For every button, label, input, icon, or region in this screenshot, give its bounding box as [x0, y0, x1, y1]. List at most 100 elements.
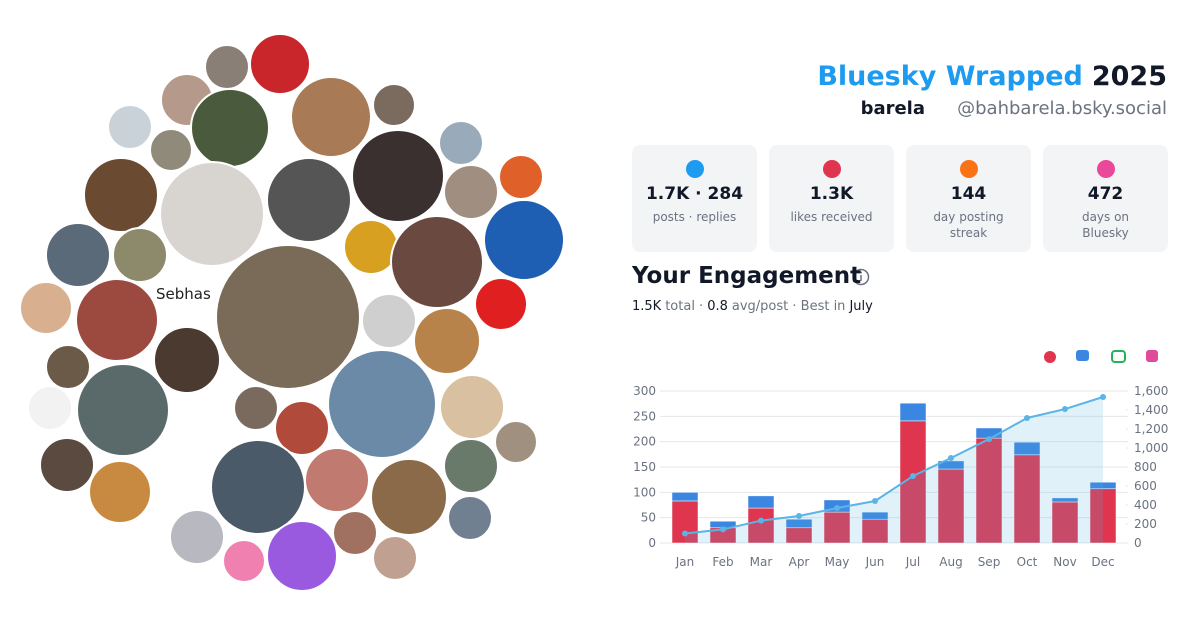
avatar [204, 44, 250, 90]
line-point [1024, 414, 1030, 421]
avatar [19, 281, 73, 335]
line-point [1062, 406, 1068, 413]
avatar [45, 344, 91, 390]
line-point [872, 498, 878, 505]
y2-tick-label: 400 [1134, 498, 1157, 512]
avatar [494, 420, 538, 464]
legend-quote [1146, 350, 1158, 362]
y-tick-label: 0 [648, 536, 656, 550]
y2-tick-label: 1,000 [1134, 441, 1168, 455]
bar-segment [899, 402, 927, 422]
legend-like [1044, 351, 1056, 363]
y2-tick-label: 1,400 [1134, 403, 1168, 417]
bar-segment [671, 492, 699, 502]
avatar [233, 385, 279, 431]
bar-segment [747, 495, 775, 509]
avatar [483, 199, 565, 281]
avg-label: avg/post · Best in [731, 299, 846, 314]
title: Bluesky Wrapped 2025 [817, 61, 1167, 92]
avatar [361, 293, 417, 349]
avatar [413, 307, 481, 375]
bar-segment [1089, 481, 1117, 490]
avatar [474, 277, 528, 331]
stat-value: 472 [1087, 184, 1124, 204]
y2-tick-label: 0 [1134, 536, 1142, 550]
legend-reply [1076, 350, 1089, 361]
avatar [190, 88, 270, 168]
total-label: total · [665, 299, 704, 314]
avatar [327, 349, 437, 459]
avatar [27, 385, 73, 431]
avatar [153, 326, 221, 394]
section-title: Your Engagement [632, 263, 862, 289]
x-tick-label: Dec [1091, 555, 1114, 569]
line-point [720, 526, 726, 533]
stat-card: 144 day posting streak [906, 145, 1031, 252]
y2-tick-label: 1,600 [1134, 384, 1168, 398]
avatar [149, 128, 193, 172]
y-tick-label: 150 [633, 460, 656, 474]
y-tick-label: 200 [633, 435, 656, 449]
stat-card: 1.7K · 284 posts · replies [632, 145, 757, 252]
line-point [758, 517, 764, 524]
avatar [443, 438, 499, 494]
x-tick-label: Oct [1017, 555, 1038, 569]
stat-value: 1.7K · 284 [645, 184, 744, 204]
avatar [266, 520, 338, 592]
y2-tick-label: 1,200 [1134, 422, 1168, 436]
avatar [304, 447, 370, 513]
avatar [290, 76, 372, 158]
avatar [438, 120, 484, 166]
avatar [370, 458, 448, 536]
y2-tick-label: 200 [1134, 517, 1157, 531]
bar-segment [785, 518, 813, 529]
avatar [169, 509, 225, 565]
x-tick-label: Mar [750, 555, 773, 569]
avatar [215, 244, 361, 390]
avatar [447, 495, 493, 541]
x-tick-label: Jul [905, 555, 920, 569]
line [684, 396, 1104, 535]
avatar [39, 437, 95, 493]
stat-card: 472 days on Bluesky [1043, 145, 1168, 252]
y-tick-label: 100 [633, 485, 656, 499]
x-tick-label: Nov [1053, 555, 1076, 569]
line-point [910, 473, 916, 480]
x-tick-label: Jun [865, 555, 885, 569]
line-point [1100, 393, 1106, 400]
bar-segment [1013, 441, 1041, 456]
avatar [372, 535, 418, 581]
avatar [266, 157, 352, 243]
y2-tick-label: 800 [1134, 460, 1157, 474]
x-tick-label: Feb [712, 555, 733, 569]
bar-segment [671, 500, 699, 544]
stat-label: days on Bluesky [1081, 210, 1130, 240]
bar-segment [823, 511, 851, 544]
stat-value: 1.3K [809, 184, 854, 204]
x-tick-label: Sep [978, 555, 1001, 569]
avatar [107, 104, 153, 150]
line-point [986, 436, 992, 443]
avatar [45, 222, 111, 288]
avatar [390, 215, 484, 309]
avatar [171, 396, 233, 458]
best-month: July [849, 299, 873, 314]
bar-segment [861, 511, 889, 520]
avatar [498, 154, 544, 200]
stat-label: likes received [790, 210, 873, 224]
y-tick-label: 300 [633, 384, 656, 398]
line-point [796, 513, 802, 520]
avatar [274, 400, 330, 456]
x-tick-label: Apr [789, 555, 810, 569]
title-main: Bluesky Wrapped [817, 61, 1083, 92]
avatar [332, 510, 378, 556]
line-area [685, 396, 1103, 543]
line-point [834, 505, 840, 512]
stat-label: posts · replies [652, 210, 737, 224]
y-tick-label: 50 [641, 511, 656, 525]
line-point [948, 454, 954, 461]
x-tick-label: Jan [675, 555, 695, 569]
avatar [443, 164, 499, 220]
avatar [249, 33, 311, 95]
x-tick-label: Aug [939, 555, 962, 569]
